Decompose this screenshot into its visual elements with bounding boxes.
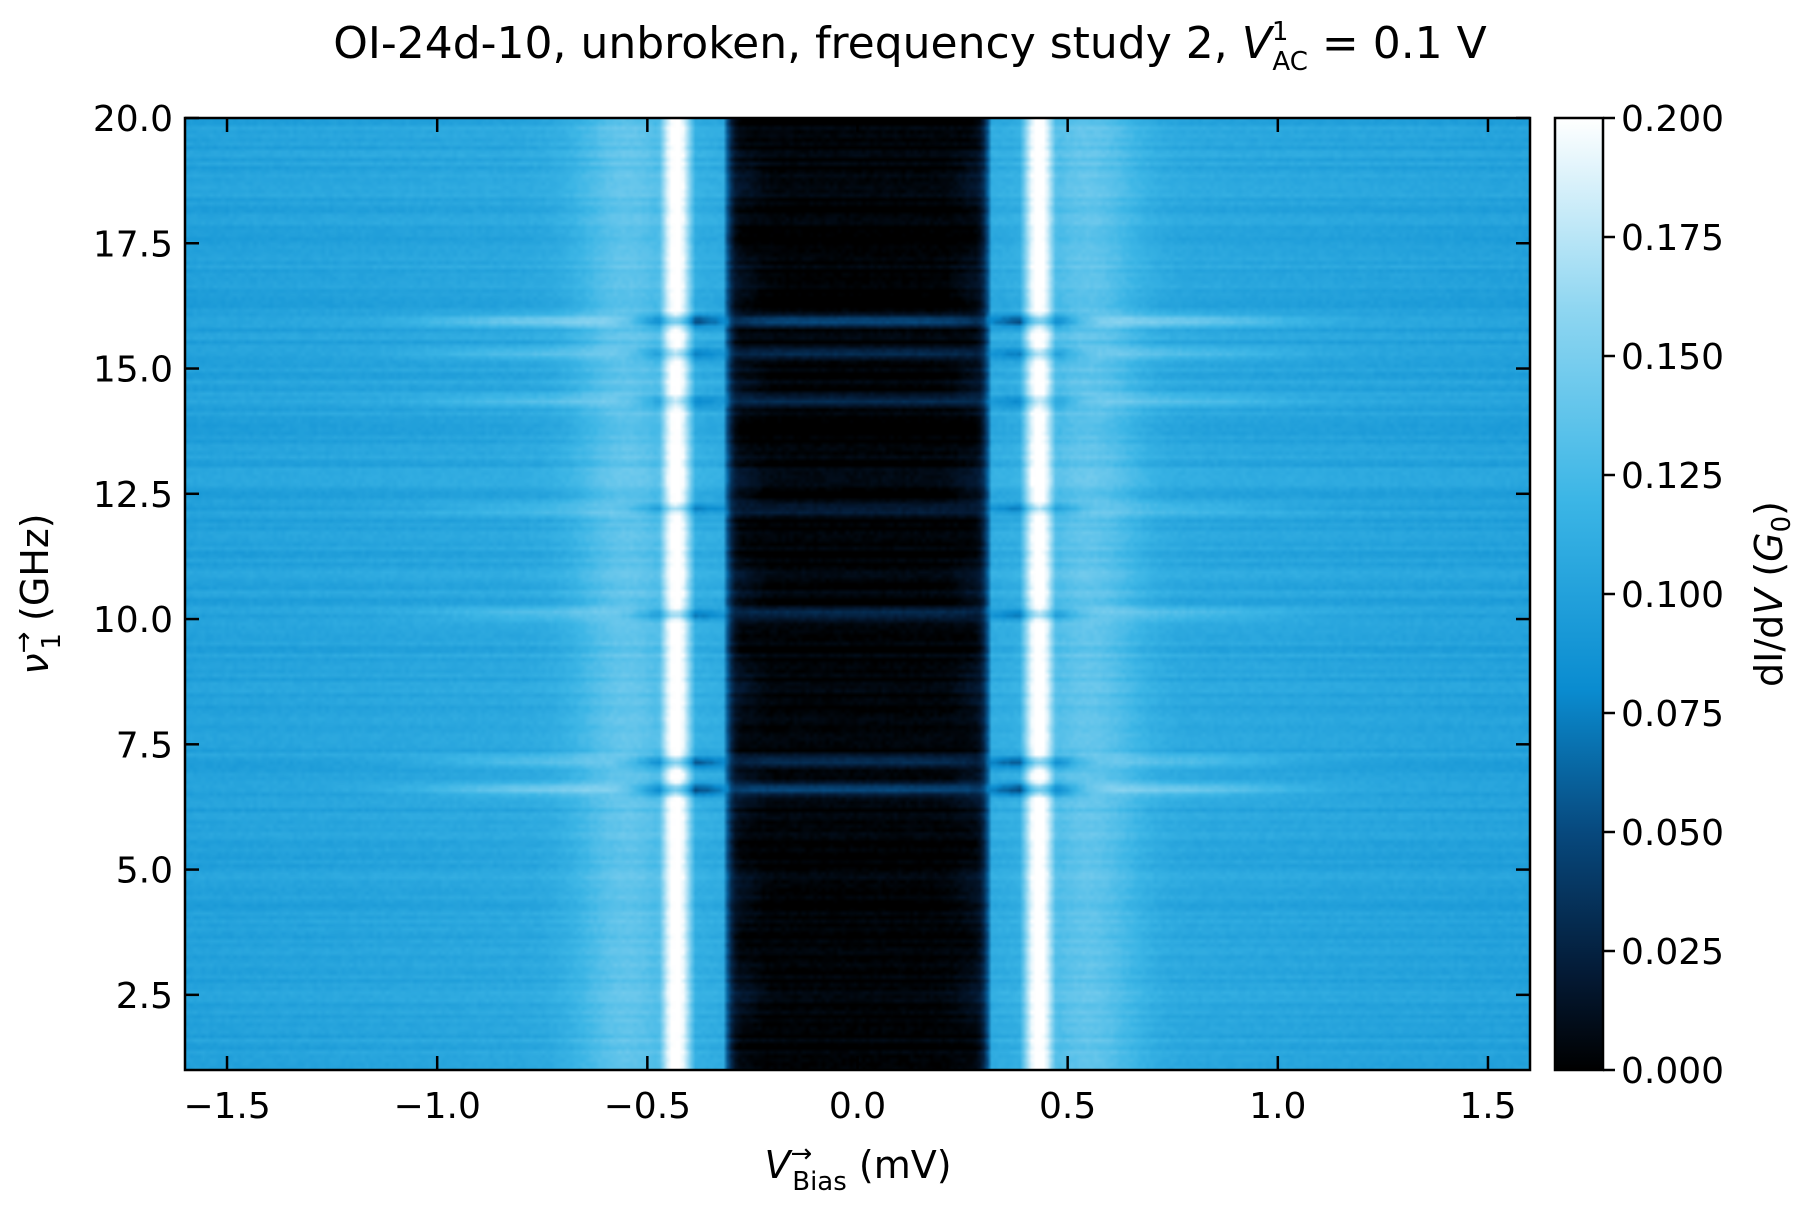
colorbar-label-var: V bbox=[1747, 586, 1791, 615]
x-tick-label: 1.0 bbox=[1249, 1086, 1306, 1127]
x-tick-label: 1.5 bbox=[1459, 1086, 1516, 1127]
colorbar-ticks: 0.000 0.025 0.050 0.075 0.100 0.125 0.150 0.175… bbox=[1603, 99, 1724, 1092]
colorbar-label-gvar: G bbox=[1747, 532, 1791, 561]
y-axis-label-unit: (GHz) bbox=[13, 513, 57, 633]
colorbar-label-gsub: 0 bbox=[1767, 516, 1797, 533]
colorbar-tick-label: 0.175 bbox=[1621, 218, 1724, 259]
x-tick-label: 0.0 bbox=[829, 1086, 886, 1127]
colorbar-label: dI/dV (G0) bbox=[1747, 501, 1797, 687]
y-tick-label: 20.0 bbox=[93, 99, 173, 140]
y-axis-label-sup: → bbox=[9, 632, 39, 654]
colorbar-label-close: ) bbox=[1747, 501, 1791, 516]
colorbar-tick-label: 0.200 bbox=[1621, 99, 1724, 140]
chart-title-sup: 1 bbox=[1272, 17, 1289, 47]
x-tick-label: −1.5 bbox=[183, 1086, 270, 1127]
colorbar bbox=[1553, 116, 1605, 1072]
y-tick-label: 12.5 bbox=[93, 475, 173, 516]
colorbar-tick-label: 0.025 bbox=[1621, 932, 1724, 973]
colorbar-tick-label: 0.150 bbox=[1621, 337, 1724, 378]
colorbar-tick-label: 0.125 bbox=[1621, 456, 1724, 497]
heatmap-image bbox=[185, 118, 1530, 1070]
y-axis-label: ν→1 (GHz) bbox=[9, 513, 67, 674]
y-axis-label-var: ν bbox=[13, 653, 57, 674]
y-tick-label: 17.5 bbox=[93, 224, 173, 265]
y-tick-label: 7.5 bbox=[116, 725, 173, 766]
colorbar-tick-label: 0.050 bbox=[1621, 813, 1724, 854]
y-tick-label: 5.0 bbox=[116, 851, 173, 892]
chart-title-var: V bbox=[1242, 18, 1275, 69]
y-tick-label: 2.5 bbox=[116, 976, 173, 1017]
y-tick-label: 15.0 bbox=[93, 350, 173, 391]
chart-title: OI-24d-10, unbroken, frequency study 2, … bbox=[333, 17, 1487, 77]
x-axis-label-var: V bbox=[764, 1143, 793, 1187]
x-tick-label: −0.5 bbox=[604, 1086, 691, 1127]
x-axis-label-unit: (mV) bbox=[847, 1143, 952, 1187]
colorbar-label-open: ( bbox=[1747, 562, 1791, 589]
x-axis-label-sup: → bbox=[790, 1139, 812, 1169]
x-tick-label: −1.0 bbox=[393, 1086, 480, 1127]
x-axis-label: V→ Bias (mV) bbox=[764, 1139, 951, 1197]
colorbar-tick-label: 0.000 bbox=[1621, 1051, 1724, 1092]
colorbar-label-prefix: dI/d bbox=[1747, 615, 1791, 687]
x-axis-label-sub: Bias bbox=[792, 1167, 847, 1197]
x-axis-ticks: −1.5 −1.0 −0.5 0.0 0.5 1.0 1.5 bbox=[183, 118, 1517, 1127]
chart-title-eq: = 0.1 V bbox=[1308, 18, 1487, 69]
colorbar-tick-label: 0.100 bbox=[1621, 575, 1724, 616]
chart-title-text: OI-24d-10, unbroken, frequency study 2, bbox=[333, 18, 1242, 69]
y-axis-label-sub: 1 bbox=[37, 633, 67, 650]
colorbar-tick-label: 0.075 bbox=[1621, 694, 1724, 735]
y-axis-ticks: 2.5 5.0 7.5 10.0 12.5 15.0 17.5 20.0 bbox=[93, 99, 1530, 1017]
y-tick-label: 10.0 bbox=[93, 600, 173, 641]
x-tick-label: 0.5 bbox=[1039, 1086, 1096, 1127]
chart-title-sub: AC bbox=[1272, 47, 1307, 77]
